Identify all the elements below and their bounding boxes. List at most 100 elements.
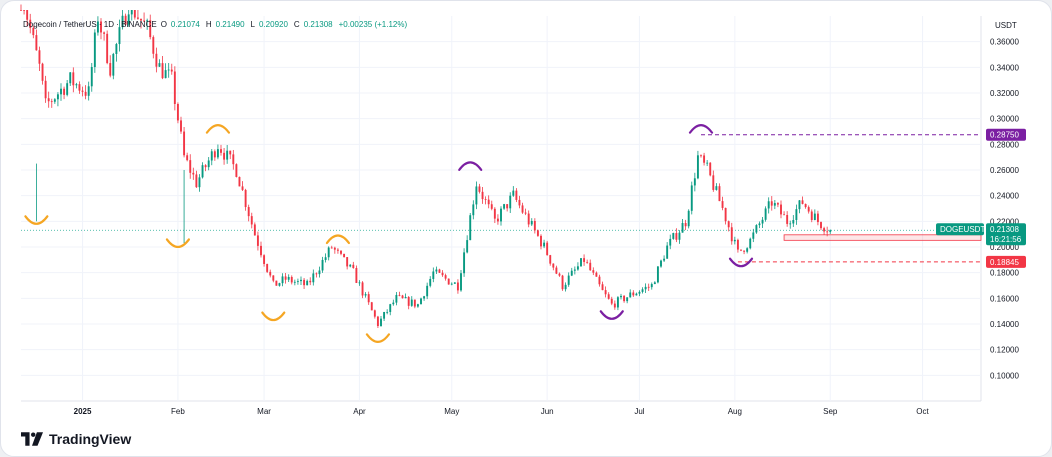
swing-high-marker [458,161,483,171]
swing-low-marker [165,238,191,249]
candle-body [564,284,567,290]
candle-body [32,27,35,36]
candle-body [472,204,475,216]
x-tick-label: Jul [634,407,644,416]
candle-body [583,258,586,262]
candle-body [352,264,355,269]
candle-body [432,271,435,279]
candle-body [186,155,189,161]
symbol-title[interactable]: Dogecoin / TetherUS · 1D · BINANCE [23,20,157,29]
candle-body [416,304,419,307]
candle-body [380,318,382,327]
candle-body [616,297,619,308]
candle-body [540,235,542,247]
candle-body [260,245,262,256]
candle-body [100,21,102,33]
y-tick-label: 0.12000 [990,346,1019,355]
candle-body [293,281,296,283]
tradingview-logo[interactable]: TradingView [21,431,131,447]
candle-body [96,21,99,33]
y-tick-label: 0.36000 [990,38,1019,47]
candle-body [456,282,459,291]
candle-body [204,165,207,168]
candle-body [515,190,518,200]
candle-body [349,264,352,267]
swing-low-marker [599,310,624,320]
candle-body [207,160,210,168]
candle-body [770,201,773,206]
candle-body [361,282,364,296]
candle-body [635,293,638,296]
price-levels [21,134,982,263]
candle-body [601,284,604,291]
candle-body [783,214,786,216]
candle-body [253,224,256,236]
candle-body [413,299,416,307]
candle-body [318,270,321,275]
candle-body [552,263,555,268]
candle-body [404,296,407,299]
price-axis[interactable]: 0.36000 0.34000 0.32000 0.30000 0.28000 0.260… [990,38,1019,381]
candle-body [810,211,813,220]
candle-body [487,199,490,205]
candle-body [826,231,829,233]
currency-label[interactable]: USDT [995,21,1017,30]
candle-body [460,273,462,291]
candle-body [303,279,306,286]
candle-body [666,245,669,259]
time-axis[interactable]: 2025 Feb Mar Apr May Jun Jul Aug Sep Oct [74,407,930,416]
swing-high-marker [688,124,714,134]
candle-body [321,259,324,271]
candle-body [87,86,90,96]
candle-body [272,275,275,281]
candle-body [663,258,666,261]
candle-body [807,207,810,212]
candle-body [29,19,32,28]
swing-low-marker [24,215,49,225]
candle-body [306,280,309,286]
candle-body [346,257,349,267]
candle-body [733,239,736,242]
y-tick-label: 0.32000 [990,89,1019,98]
candle-body [155,53,158,67]
candle-body [749,238,752,249]
open-value: 0.21074 [170,20,200,29]
candle-body [333,247,336,250]
candle-body [801,200,804,204]
candle-body [127,14,130,25]
candle-body [130,10,133,15]
candle-body [75,84,78,86]
candle-body [509,195,512,209]
candle-body [241,186,244,190]
level-price-label: 0.18845 [990,258,1019,267]
candle-body [216,149,219,158]
symbol-legend[interactable]: Dogecoin / TetherUS · 1D · BINANCE O 0.21… [23,20,409,29]
candle-body [146,20,149,22]
candle-body [93,32,96,68]
candle-body [309,280,312,283]
candle-body [173,71,176,104]
y-tick-label: 0.30000 [990,115,1019,124]
candle-body [660,260,662,267]
candle-body [376,316,379,327]
candle-body [798,200,801,210]
candle-body [69,72,72,84]
candle-body [696,155,699,179]
candle-body [269,271,272,276]
x-tick-label: Mar [257,407,271,416]
candle-body [780,204,782,215]
swing-high-marker [325,234,351,245]
candle-body [410,299,413,306]
candle-body [740,249,742,251]
candle-body [604,290,607,295]
candle-body [558,273,561,276]
x-tick-label: Jun [541,407,554,416]
y-tick-label: 0.24000 [990,192,1019,201]
candle-body [678,232,681,240]
high-value: 0.21490 [215,20,245,29]
candle-body [278,283,281,286]
x-tick-label: 2025 [74,407,92,416]
candle-body [786,215,789,224]
